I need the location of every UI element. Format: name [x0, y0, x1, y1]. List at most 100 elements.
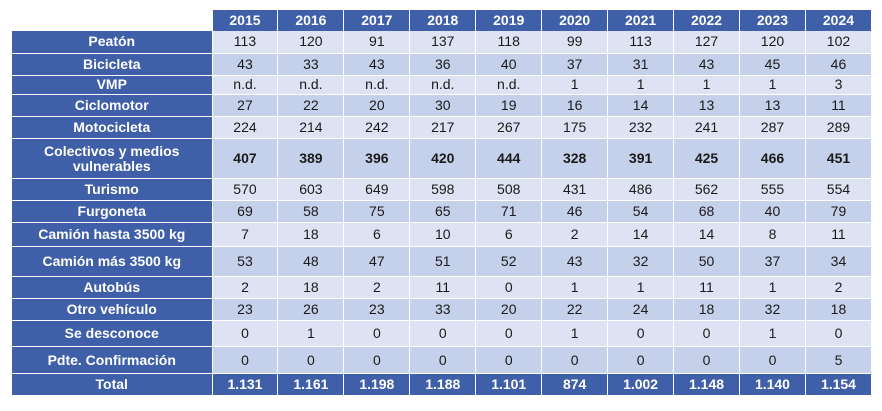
value-cell: 43 — [673, 53, 740, 76]
value-cell: 0 — [673, 320, 740, 348]
value-cell: 242 — [343, 116, 411, 140]
value-cell: 555 — [739, 178, 806, 202]
value-cell: n.d. — [409, 75, 477, 96]
year-header: 2018 — [409, 10, 477, 31]
table-row: Autobús 2 18 2 11 0 1 1 11 1 2 — [12, 276, 873, 300]
value-cell: 18 — [277, 276, 345, 300]
value-cell: 22 — [277, 94, 345, 118]
value-cell: 11 — [673, 276, 740, 300]
value-cell: 466 — [739, 138, 806, 180]
year-header: 2022 — [673, 10, 740, 31]
table-header: 2015 2016 2017 2018 2019 2020 2021 2022 … — [12, 10, 873, 31]
value-cell: n.d. — [277, 75, 345, 96]
value-cell: 508 — [475, 178, 543, 202]
value-cell: 425 — [673, 138, 740, 180]
value-cell: 14 — [607, 222, 675, 248]
value-cell: 32 — [739, 298, 806, 322]
value-cell: 2 — [212, 276, 279, 300]
value-cell: 40 — [739, 200, 806, 224]
value-cell: 0 — [212, 346, 279, 374]
value-cell: 11 — [805, 222, 873, 248]
row-label: Camión más 3500 kg — [12, 246, 213, 277]
value-cell: 20 — [343, 94, 411, 118]
value-cell: 1 — [277, 320, 345, 348]
value-cell: 5 — [805, 346, 873, 374]
value-cell: 0 — [475, 346, 543, 374]
table-row: Camión más 3500 kg 53 48 47 51 52 43 32 50 37 34 — [12, 246, 873, 277]
value-cell: 0 — [475, 320, 543, 348]
row-label: Peatón — [12, 31, 213, 54]
row-label: Se desconoce — [12, 320, 213, 348]
value-cell: 1 — [739, 276, 806, 300]
value-cell: 75 — [343, 200, 411, 224]
value-cell: 224 — [212, 116, 279, 140]
value-cell: 1.148 — [673, 373, 740, 397]
value-cell: 217 — [409, 116, 477, 140]
value-cell: 79 — [805, 200, 873, 224]
value-cell: 1.101 — [475, 373, 543, 397]
value-cell: 451 — [805, 138, 873, 180]
value-cell: 10 — [409, 222, 477, 248]
table-row: Total 1.131 1.161 1.198 1.188 1.101 874 1.002 1.… — [12, 373, 873, 397]
value-cell: 396 — [343, 138, 411, 180]
row-label: Turismo — [12, 178, 213, 202]
value-cell: 1 — [541, 75, 609, 96]
value-cell: 241 — [673, 116, 740, 140]
row-label: Motocicleta — [12, 116, 213, 140]
value-cell: 99 — [541, 31, 609, 54]
value-cell: 30 — [409, 94, 477, 118]
table-row: VMP n.d. n.d. n.d. n.d. n.d. 1 1 1 1 3 — [12, 75, 873, 96]
value-cell: 6 — [475, 222, 543, 248]
value-cell: 137 — [409, 31, 477, 54]
year-header: 2023 — [739, 10, 806, 31]
value-cell: 562 — [673, 178, 740, 202]
value-cell: 24 — [607, 298, 675, 322]
value-cell: 0 — [343, 346, 411, 374]
value-cell: 0 — [739, 346, 806, 374]
value-cell: 11 — [805, 94, 873, 118]
value-cell: 20 — [475, 298, 543, 322]
value-cell: 407 — [212, 138, 279, 180]
value-cell: 1 — [739, 75, 806, 96]
value-cell: 18 — [277, 222, 345, 248]
value-cell: 32 — [607, 246, 675, 277]
value-cell: 52 — [475, 246, 543, 277]
value-cell: 0 — [673, 346, 740, 374]
table-row: Peatón 113 120 91 137 118 99 113 127 120 102 — [12, 31, 873, 54]
value-cell: n.d. — [475, 75, 543, 96]
value-cell: 0 — [343, 320, 411, 348]
row-label: Colectivos y medios vulnerables — [12, 138, 213, 180]
value-cell: 598 — [409, 178, 477, 202]
value-cell: 50 — [673, 246, 740, 277]
row-label: Autobús — [12, 276, 213, 300]
year-header: 2016 — [277, 10, 345, 31]
table-row: Furgoneta 69 58 75 65 71 46 54 68 40 79 — [12, 200, 873, 224]
value-cell: 1.154 — [805, 373, 873, 397]
value-cell: 1 — [541, 276, 609, 300]
value-cell: 431 — [541, 178, 609, 202]
value-cell: 2 — [343, 276, 411, 300]
value-cell: 0 — [607, 320, 675, 348]
value-cell: 7 — [212, 222, 279, 248]
header-row: 2015 2016 2017 2018 2019 2020 2021 2022 … — [12, 10, 873, 31]
data-table: 2015 2016 2017 2018 2019 2020 2021 2022 … — [12, 10, 873, 397]
value-cell: 289 — [805, 116, 873, 140]
value-cell: 570 — [212, 178, 279, 202]
value-cell: 65 — [409, 200, 477, 224]
header-corner — [12, 10, 213, 31]
year-header: 2017 — [343, 10, 411, 31]
value-cell: 554 — [805, 178, 873, 202]
value-cell: 267 — [475, 116, 543, 140]
row-label: Ciclomotor — [12, 94, 213, 118]
value-cell: 47 — [343, 246, 411, 277]
value-cell: 14 — [607, 94, 675, 118]
value-cell: 874 — [541, 373, 609, 397]
value-cell: 26 — [277, 298, 345, 322]
year-header: 2024 — [805, 10, 873, 31]
value-cell: 1.002 — [607, 373, 675, 397]
value-cell: 0 — [409, 346, 477, 374]
value-cell: 0 — [805, 320, 873, 348]
value-cell: 33 — [277, 53, 345, 76]
value-cell: 11 — [409, 276, 477, 300]
value-cell: 2 — [805, 276, 873, 300]
